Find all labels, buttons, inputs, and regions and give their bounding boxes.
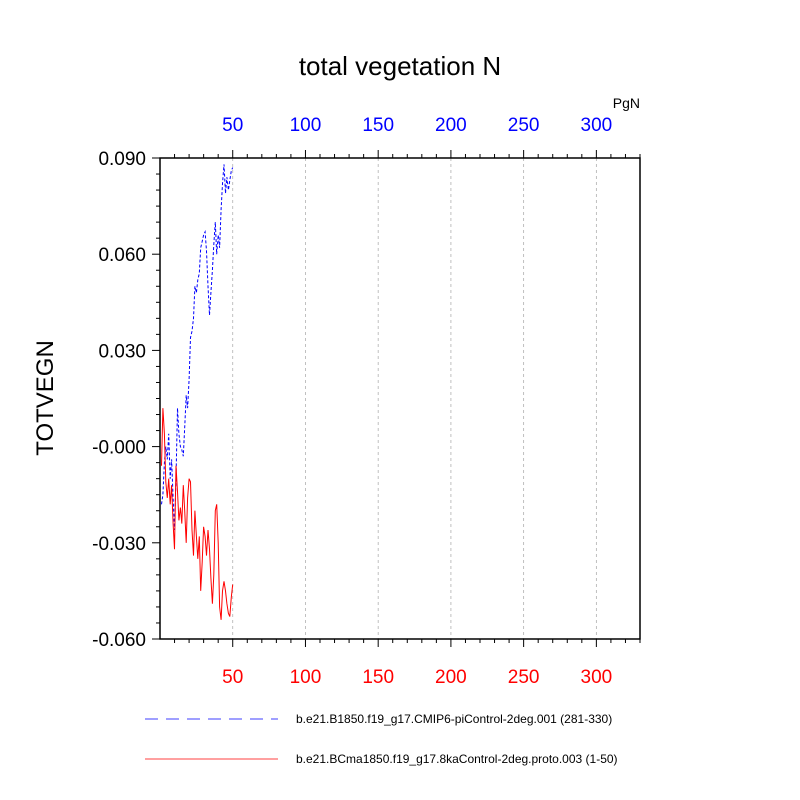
y-tick-label-1: 0.060: [98, 245, 146, 266]
x-tick-label-top-5: 300: [581, 115, 613, 136]
x-tick-label-bottom-1: 100: [290, 667, 322, 688]
chart-title: total vegetation N: [299, 51, 501, 81]
series-layer: [161, 164, 234, 620]
x-tick-label-bottom-4: 250: [508, 667, 540, 688]
x-tick-label-top-4: 250: [508, 115, 540, 136]
series-line-1: [161, 408, 234, 620]
y-tick-label-2: 0.030: [98, 341, 146, 362]
legend-label-1: b.e21.B1850.f19_g17.CMIP6-piControl-2deg…: [296, 712, 612, 726]
y-tick-label-0: 0.090: [98, 149, 146, 170]
legend-label-2: b.e21.BCma1850.f19_g17.8kaControl-2deg.p…: [296, 752, 618, 766]
y-axis-label: TOTVEGN: [32, 340, 59, 456]
axis-ticks: 50 50 100 100 150 150 200 200 250 250 300 300 0.090 0…: [92, 115, 641, 688]
grid-lines: [232, 158, 597, 639]
x-tick-label-top-2: 150: [362, 115, 394, 136]
legend: b.e21.B1850.f19_g17.CMIP6-piControl-2deg…: [145, 712, 618, 766]
y-tick-label-5: -0.060: [92, 630, 146, 651]
x-tick-label-bottom-3: 200: [435, 667, 467, 688]
series-line-0: [161, 164, 234, 531]
x-tick-label-bottom-0: 50: [222, 667, 243, 688]
x-tick-label-bottom-5: 300: [581, 667, 613, 688]
x-tick-label-top-3: 200: [435, 115, 467, 136]
y-tick-label-3: -0.000: [92, 438, 146, 459]
x-tick-label-top-0: 50: [222, 115, 243, 136]
units-label: PgN: [613, 95, 640, 111]
x-tick-label-top-1: 100: [290, 115, 322, 136]
y-tick-label-4: -0.030: [92, 534, 146, 555]
plot-frame: [159, 157, 641, 640]
x-tick-label-bottom-2: 150: [362, 667, 394, 688]
